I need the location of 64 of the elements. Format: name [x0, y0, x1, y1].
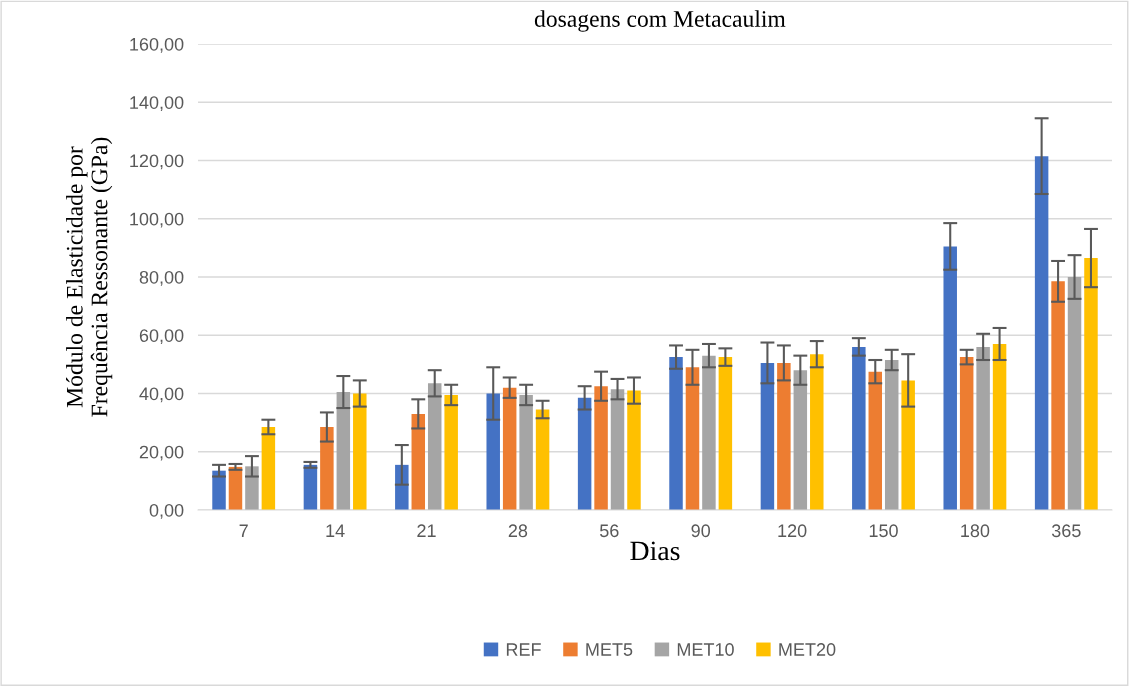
bar	[1051, 281, 1065, 510]
x-tick-label: 90	[691, 524, 711, 538]
bar	[336, 392, 351, 510]
x-tick-label: 28	[508, 524, 528, 538]
bar	[212, 470, 226, 510]
bar	[959, 357, 974, 510]
legend-label: MET10	[677, 643, 734, 656]
bar	[760, 362, 775, 510]
bar	[943, 246, 957, 510]
y-tick-label: 100,00	[130, 212, 184, 228]
x-tick-label: 14	[326, 524, 345, 537]
bar	[303, 464, 318, 510]
bar	[353, 393, 367, 510]
bar	[320, 426, 334, 510]
x-tick-label: 150	[869, 524, 898, 538]
bar	[852, 346, 866, 510]
y-tick-label: 20,00	[139, 445, 184, 461]
y-tick-label: 120,00	[130, 154, 184, 170]
bar	[535, 409, 550, 510]
bar	[519, 394, 533, 510]
bar	[718, 357, 733, 510]
bar	[261, 426, 276, 510]
chart-title: dosagens com Metacaulim	[534, 10, 786, 32]
bar	[610, 389, 625, 510]
bar	[594, 386, 608, 510]
bar	[1067, 277, 1082, 510]
y-tick-label: 40,00	[139, 387, 184, 403]
legend-label: REF	[506, 643, 541, 656]
bar	[992, 343, 1007, 510]
bar	[685, 367, 700, 510]
y-tick-label: 80,00	[139, 270, 184, 286]
bar	[486, 393, 500, 510]
bar	[577, 397, 592, 510]
bar	[427, 383, 442, 510]
y-tick-label: 0,00	[149, 503, 184, 519]
bar	[884, 360, 899, 510]
x-tick-label: 21	[417, 524, 436, 537]
y-axis-title: Módulo de Elasticidade por Frequência Ressonante (GPa)	[66, 137, 113, 417]
x-tick-label: 365	[1051, 524, 1081, 538]
bar	[1084, 258, 1098, 510]
bar	[901, 380, 915, 510]
bar	[1034, 156, 1049, 510]
x-tick-label: 56	[599, 524, 619, 538]
bar	[810, 354, 824, 510]
y-tick-label: 160,00	[130, 37, 184, 53]
bar	[868, 371, 883, 510]
x-tick-label: 7	[239, 524, 248, 537]
y-tick-label: 60,00	[139, 329, 184, 345]
bar	[669, 357, 683, 510]
legend-label: MET5	[586, 643, 633, 656]
x-tick-label: 120	[778, 524, 807, 538]
bar	[777, 362, 791, 510]
bar	[411, 413, 426, 510]
x-tick-label: 180	[961, 524, 990, 538]
bar	[793, 370, 808, 510]
bar	[976, 346, 990, 510]
x-axis-title: Dias	[630, 541, 680, 561]
legend-label: MET20	[779, 643, 836, 656]
bar	[502, 387, 517, 510]
bar	[228, 466, 243, 510]
y-tick-label: 140,00	[130, 96, 184, 112]
bar	[444, 394, 458, 510]
bar	[627, 390, 641, 510]
bar	[702, 355, 716, 510]
